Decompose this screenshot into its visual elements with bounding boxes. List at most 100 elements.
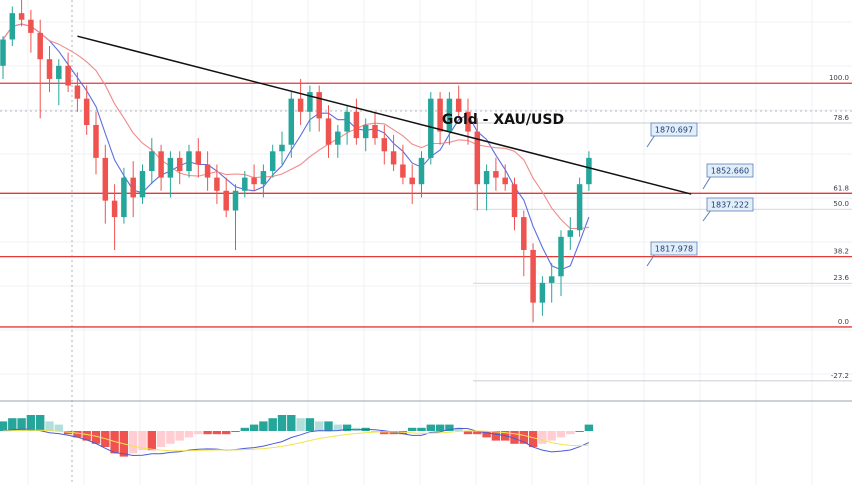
candle-body (74, 85, 81, 99)
macd-histogram-bar (287, 415, 296, 431)
candle-body (483, 171, 490, 185)
candle-body (111, 200, 118, 218)
macd-histogram-bar (268, 418, 277, 431)
macd-histogram-bar (110, 431, 119, 454)
macd-histogram-bar (259, 421, 268, 431)
macd-histogram-bar (296, 418, 305, 431)
candle-body (167, 157, 174, 178)
macd-histogram-bar (36, 415, 45, 431)
macd-histogram-bar (156, 431, 166, 447)
candle-body (288, 98, 295, 145)
candle-body (56, 65, 62, 79)
candle-body (158, 151, 164, 178)
candle-body (307, 92, 313, 112)
candle-body (28, 19, 34, 33)
fib-label: -27.2 (831, 372, 849, 380)
macd-histogram-bar (277, 415, 287, 431)
macd-histogram-bar (491, 431, 501, 441)
candle-body (335, 131, 341, 145)
macd-histogram-bar (8, 418, 17, 431)
macd-histogram-bar (417, 427, 426, 431)
candle-body (548, 276, 555, 283)
candle-body (586, 157, 592, 185)
price-label: 1837.222 (711, 201, 749, 210)
candle-body (279, 144, 285, 152)
candle-body (316, 92, 322, 119)
macd-histogram-bar (222, 431, 231, 435)
macd-histogram-bar (184, 431, 194, 438)
macd-histogram-bar (305, 418, 315, 431)
price-label-pointer (646, 253, 656, 267)
candle-body (418, 157, 425, 185)
candle-body (204, 164, 211, 178)
macd-histogram-bar (26, 415, 36, 431)
candle-body (428, 98, 434, 158)
candle-body (539, 282, 546, 303)
candle-body (567, 230, 574, 237)
macd-histogram-bar (408, 427, 417, 431)
macd-histogram-bar (370, 431, 380, 432)
macd-histogram-bar (166, 431, 175, 444)
candle-body (344, 111, 350, 132)
trendline (77, 35, 692, 195)
macd-histogram-bar (147, 431, 156, 451)
macd-histogram-bar (435, 424, 445, 431)
candle-body (409, 177, 415, 185)
candle-body (195, 151, 202, 165)
candle-body (18, 13, 25, 20)
candle-body (83, 98, 90, 125)
candle-body (353, 111, 360, 139)
macd-histogram-bar (45, 421, 54, 431)
macd-histogram-bar (528, 431, 538, 447)
price-label-pointer (702, 175, 712, 190)
candle-body (502, 177, 508, 185)
candle-body (325, 118, 332, 145)
ma-fast-line (2, 23, 590, 271)
price-label-pointer (702, 209, 712, 222)
macd-histogram-bar (324, 421, 333, 431)
candle-body (511, 184, 518, 218)
macd-histogram-bar (510, 431, 519, 444)
price-label-box (706, 163, 754, 178)
macd-histogram-bar (240, 427, 249, 431)
candle-body (446, 98, 453, 132)
fib-label: 0.0 (838, 318, 849, 326)
candle-body (242, 177, 248, 191)
candle-body (9, 13, 16, 40)
macd-histogram-bar (138, 431, 147, 451)
macd-histogram-bar (426, 424, 435, 431)
macd-line (2, 427, 590, 457)
macd-histogram-bar (54, 424, 63, 431)
candle-body (576, 184, 583, 231)
candle-body (297, 98, 304, 112)
candle-body (474, 131, 481, 185)
candle-body (521, 217, 527, 250)
macd-histogram-bar (0, 421, 8, 431)
candle-body (37, 32, 43, 60)
macd-histogram-bar (315, 421, 324, 431)
macd-histogram-bar (482, 431, 491, 438)
macd-histogram-bar (17, 418, 26, 431)
candle-body (465, 111, 471, 132)
fib-label: 100.0 (829, 74, 849, 82)
candle-body (46, 59, 53, 79)
candle-body (139, 171, 146, 198)
macd-histogram-bar (333, 424, 342, 431)
macd-histogram-bar (212, 431, 222, 435)
candle-body (149, 151, 155, 172)
macd-histogram-bar (194, 431, 203, 435)
macd-histogram-bar (231, 431, 240, 432)
macd-histogram-bar (556, 431, 566, 438)
price-label-pointer (646, 134, 656, 148)
candle-body (186, 151, 192, 172)
macd-histogram-bar (129, 431, 138, 454)
candle-body (558, 236, 564, 277)
chart-title: Gold - XAU/USD (442, 112, 564, 128)
macd-histogram-bar (584, 424, 594, 431)
candle-body (269, 151, 276, 172)
fib-label: 23.6 (833, 274, 849, 282)
candle-body (390, 151, 397, 165)
macd-histogram-bar (249, 424, 259, 431)
price-label-box (706, 197, 754, 212)
